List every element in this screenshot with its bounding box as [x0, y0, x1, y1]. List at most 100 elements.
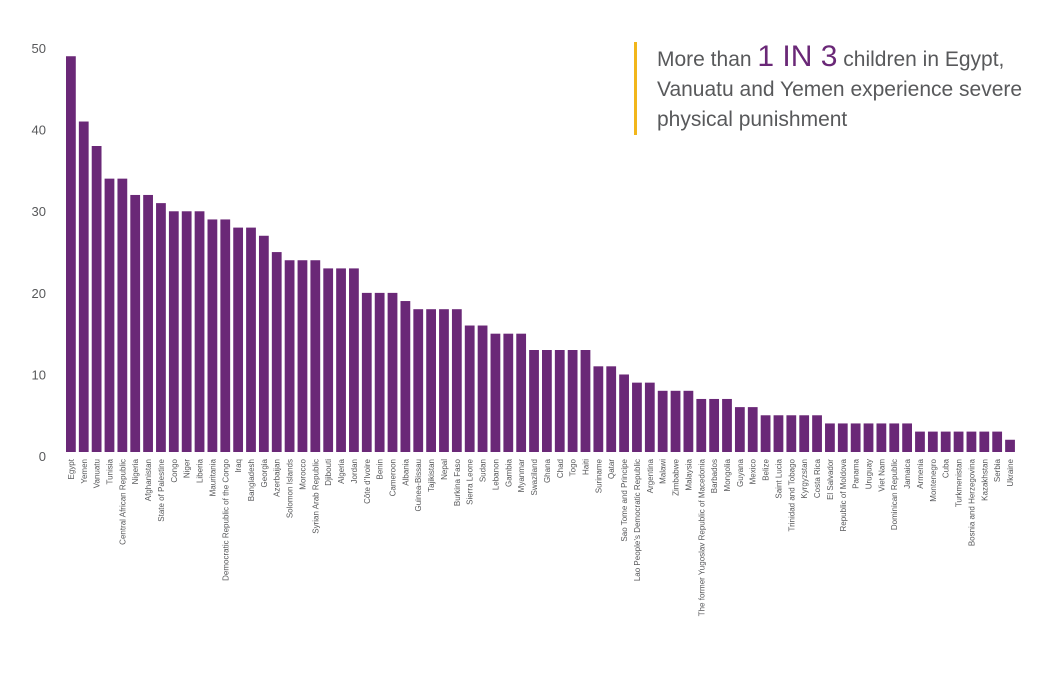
x-tick-label: Malawi — [659, 459, 668, 484]
x-tick-label: Côte d’Ivoire — [363, 458, 372, 503]
bar — [644, 382, 655, 452]
callout-suffix: children in Egypt, Vanuatu and Yemen exp… — [657, 48, 1023, 131]
bar — [696, 398, 707, 452]
bar — [606, 366, 617, 452]
bar — [722, 398, 732, 452]
x-tick-label: Sierra Leone — [466, 458, 475, 504]
y-axis: 0 10 20 30 40 50 — [32, 41, 46, 464]
x-tick-label: Sao Tome and Principe — [620, 458, 629, 541]
bar — [181, 211, 192, 452]
bar — [850, 423, 861, 452]
bar — [361, 292, 372, 452]
x-tick-label: Jamaica — [903, 458, 912, 488]
bar — [670, 390, 681, 452]
x-tick-label: Ukraine — [1006, 458, 1015, 486]
x-tick-label: Mongolia — [723, 458, 732, 491]
bar — [207, 219, 218, 452]
bar — [284, 260, 295, 452]
bar — [799, 415, 810, 452]
bar — [220, 219, 231, 452]
x-tick-label: Benin — [376, 459, 385, 479]
x-tick-label: Bosnia and Herzegovina — [967, 458, 976, 546]
y-tick-label: 10 — [32, 367, 46, 382]
bar — [812, 415, 822, 452]
x-tick-label: Turkmenistan — [955, 459, 964, 507]
x-tick-label: Malaysia — [684, 458, 693, 490]
bar — [516, 333, 527, 452]
x-tick-label: Albania — [401, 458, 410, 485]
bar — [413, 309, 424, 452]
x-tick-label: Niger — [183, 459, 192, 478]
x-tick-label: Montenegro — [929, 458, 938, 501]
x-tick-label: Lebanon — [491, 459, 500, 490]
bar — [374, 292, 385, 452]
bar — [580, 350, 591, 452]
y-tick-label: 40 — [32, 123, 46, 138]
y-tick-label: 20 — [32, 286, 46, 301]
x-tick-label: Burkina Faso — [453, 458, 462, 506]
bar — [915, 431, 925, 452]
x-tick-label: Congo — [170, 458, 179, 482]
bar — [760, 415, 771, 452]
x-tick-label: Central African Republic — [118, 459, 127, 545]
bar — [786, 415, 797, 452]
x-tick-label: Serbia — [993, 458, 1002, 482]
x-tick-label: El Salvador — [826, 459, 835, 500]
callout-highlight: 1 IN 3 — [757, 40, 838, 73]
bar — [143, 194, 153, 452]
bar — [477, 325, 488, 452]
bar — [979, 431, 990, 452]
x-tick-label: Gambia — [504, 458, 513, 487]
bar — [773, 415, 784, 452]
bar — [156, 203, 166, 452]
x-tick-label: Solomon Islands — [286, 459, 295, 518]
bar — [246, 227, 256, 452]
x-tick-label: Yemen — [80, 459, 89, 484]
x-tick-label: Kazakhstan — [980, 459, 989, 501]
x-tick-label: State of Palestine — [157, 458, 166, 521]
bar — [734, 407, 745, 452]
x-tick-label: Argentina — [646, 458, 655, 493]
x-tick-label: Guyana — [736, 458, 745, 487]
x-tick-label: Swaziland — [530, 459, 539, 495]
x-tick-label: Morocco — [298, 458, 307, 489]
bar — [709, 398, 720, 452]
bar — [78, 121, 89, 453]
x-tick-label: Haiti — [581, 459, 590, 475]
bar — [490, 333, 501, 452]
x-tick-label: Cameroon — [389, 459, 398, 496]
bar — [464, 325, 475, 452]
bar — [529, 350, 539, 452]
bar — [310, 260, 321, 452]
y-tick-label: 50 — [32, 41, 46, 56]
x-tick-label: Costa Rica — [813, 458, 822, 498]
x-tick-label: Democratic Republic of the Congo — [221, 458, 230, 580]
x-tick-label: Panama — [852, 458, 861, 488]
bar — [91, 146, 102, 452]
bar — [863, 423, 874, 452]
y-tick-label: 0 — [39, 449, 46, 464]
x-tick-label: Syrian Arab Republic — [311, 459, 320, 534]
bar — [554, 350, 565, 452]
x-tick-label: Trinidad and Tobago — [787, 458, 796, 531]
bar — [233, 227, 244, 452]
bar — [1005, 439, 1015, 452]
bar — [632, 382, 642, 452]
x-tick-label: Barbados — [710, 459, 719, 493]
callout-prefix: More than — [657, 48, 758, 71]
bar — [876, 423, 887, 452]
bar — [439, 309, 449, 452]
bar — [837, 423, 848, 452]
x-tick-label: Azerbaijan — [273, 459, 282, 497]
bar — [683, 390, 694, 452]
bar — [400, 301, 411, 452]
bar — [593, 366, 604, 452]
x-tick-label: Bangladesh — [247, 459, 256, 501]
x-tick-label: Georgia — [260, 458, 269, 487]
bar — [889, 423, 900, 452]
x-tick-label: Lao People’s Democratic Republic — [633, 459, 642, 581]
bar — [271, 252, 282, 452]
bar — [953, 431, 964, 452]
bar — [387, 292, 398, 452]
